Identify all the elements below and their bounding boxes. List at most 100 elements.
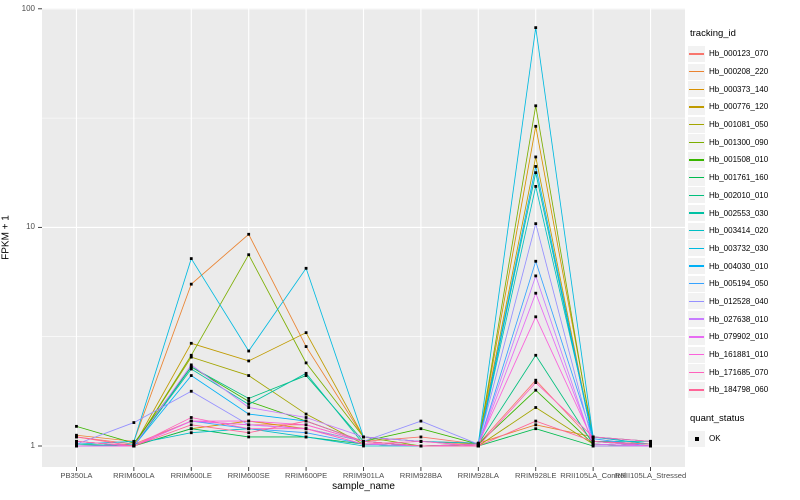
line-swatch-icon	[688, 169, 705, 186]
data-point	[419, 439, 423, 443]
line-swatch-icon	[688, 240, 705, 257]
data-point	[591, 435, 595, 439]
legend-item-Hb_161881_010: Hb_161881_010	[688, 346, 798, 364]
data-point	[75, 442, 78, 446]
data-point	[304, 431, 308, 435]
legend-title-tracking-id: tracking_id	[690, 28, 736, 39]
data-point	[247, 412, 251, 416]
legend-item-Hb_005194_050: Hb_005194_050	[688, 275, 798, 293]
legend-item-Hb_027638_010: Hb_027638_010	[688, 310, 798, 328]
data-point	[362, 444, 365, 448]
data-point	[247, 253, 251, 257]
data-point	[189, 374, 193, 377]
x-tick-label-RRIM600PE: RRIM600PE	[284, 471, 328, 480]
data-point	[75, 433, 78, 437]
x-tick-label-RRIM928LE: RRIM928LE	[515, 471, 557, 480]
legend-item-Hb_171685_070: Hb_171685_070	[688, 363, 798, 381]
legend-label: Hb_161881_010	[709, 350, 769, 360]
data-point	[189, 423, 193, 427]
legend-item-Hb_001508_010: Hb_001508_010	[688, 151, 798, 169]
data-point	[534, 222, 538, 226]
data-point	[304, 345, 308, 348]
data-point	[132, 421, 136, 424]
legend-label: Hb_001508_010	[709, 155, 769, 165]
data-point	[247, 399, 251, 403]
legend-label: Hb_003414_020	[709, 226, 769, 236]
legend-item-Hb_000776_120: Hb_000776_120	[688, 98, 798, 116]
y-tick-label-10: 10	[26, 222, 35, 232]
legend-item-ok: OK	[688, 430, 798, 448]
legend-item-Hb_002553_030: Hb_002553_030	[688, 204, 798, 222]
legend-label: Hb_171685_070	[709, 367, 769, 377]
legend-label: Hb_004030_010	[709, 261, 769, 271]
data-point	[534, 315, 538, 319]
x-tick-label-RRIM600LA: RRIM600LA	[113, 471, 155, 480]
data-point	[649, 439, 652, 443]
data-point	[247, 232, 251, 236]
data-point	[304, 427, 308, 431]
legend-items: Hb_000123_070 Hb_000208_220 Hb_000373_140 H…	[688, 45, 798, 399]
data-point	[591, 437, 595, 441]
x-axis-title: sample_name	[332, 481, 395, 492]
data-point	[534, 419, 538, 423]
data-point	[534, 406, 538, 409]
x-tick-label-RRIM901LA: RRIM901LA	[342, 471, 385, 480]
line-swatch-icon	[688, 293, 705, 310]
data-point	[75, 444, 78, 448]
legend-item-Hb_003732_030: Hb_003732_030	[688, 240, 798, 258]
legend-label: Hb_012528_040	[709, 296, 769, 306]
x-tick-label-RRIM928LA: RRIM928LA	[457, 471, 499, 480]
data-point	[476, 442, 480, 446]
legend-title-quant-status: quant_status	[690, 412, 745, 424]
data-point	[304, 419, 308, 423]
x-tick-label-RRIM600LE: RRIM600LE	[170, 471, 212, 480]
x-tick-label-RRII105LA_Stressed: RRII105LA_Stressed	[614, 471, 687, 480]
legend-label: Hb_000208_220	[709, 67, 769, 77]
line-swatch-icon	[688, 311, 705, 328]
data-point	[534, 171, 538, 175]
data-point	[591, 439, 595, 443]
line-swatch-icon	[688, 134, 705, 151]
data-point	[534, 165, 538, 168]
legend-label-ok: OK	[709, 434, 721, 444]
data-point	[649, 442, 652, 446]
data-point	[189, 389, 193, 393]
data-point	[247, 349, 251, 353]
line-swatch-icon	[688, 81, 705, 98]
y-axis-title: FPKM + 1	[0, 215, 12, 260]
legend-item-Hb_000208_220: Hb_000208_220	[688, 63, 798, 81]
data-point	[476, 444, 480, 448]
data-point	[247, 423, 251, 427]
data-point	[189, 427, 193, 431]
data-point	[189, 282, 193, 286]
data-point	[419, 419, 423, 423]
legend-label: Hb_027638_010	[709, 314, 769, 324]
line-swatch-icon	[688, 98, 705, 115]
data-point	[247, 427, 251, 431]
data-point	[534, 185, 538, 188]
legend-item-Hb_001081_050: Hb_001081_050	[688, 116, 798, 134]
data-point	[534, 381, 538, 384]
data-point	[247, 359, 251, 363]
data-point	[304, 361, 308, 365]
legend-label: Hb_079902_010	[709, 332, 769, 342]
data-point	[247, 406, 251, 409]
data-point	[189, 355, 193, 359]
data-point	[189, 365, 193, 369]
line-swatch-icon	[688, 151, 705, 168]
data-point	[189, 367, 193, 371]
data-point	[132, 439, 136, 443]
data-point	[362, 442, 365, 446]
data-point	[189, 419, 193, 423]
data-point	[419, 444, 423, 448]
data-point	[75, 439, 78, 443]
legend-label: Hb_005194_050	[709, 279, 769, 289]
data-point	[534, 259, 538, 263]
data-point	[247, 397, 251, 400]
data-point	[534, 26, 538, 30]
data-point	[304, 374, 308, 377]
y-tick-label-100: 100	[21, 3, 35, 13]
legend-item-Hb_000123_070: Hb_000123_070	[688, 45, 798, 63]
legend-item-Hb_012528_040: Hb_012528_040	[688, 293, 798, 311]
legend-label: Hb_184798_060	[709, 385, 769, 395]
